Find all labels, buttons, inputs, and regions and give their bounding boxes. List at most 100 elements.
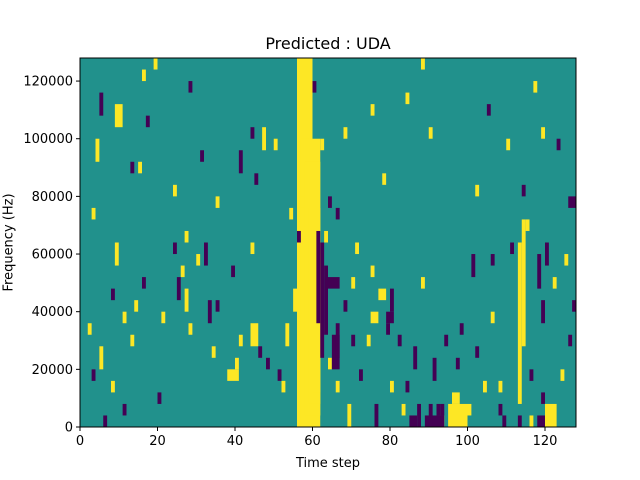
heatmap-cell-low — [510, 242, 514, 255]
heatmap-cell-high — [490, 311, 495, 324]
heatmap-cell-low — [297, 230, 301, 243]
heatmap-cell-high — [378, 288, 387, 301]
plot-area — [79, 57, 577, 428]
heatmap-cell-low — [537, 254, 542, 289]
heatmap-cell-high — [401, 403, 406, 416]
heatmap-cell-low — [266, 357, 270, 370]
heatmap-cell-low — [541, 392, 545, 404]
heatmap-cell-high — [475, 184, 480, 197]
heatmap-cell-high — [405, 92, 410, 105]
heatmap-cell-low — [556, 138, 561, 151]
heatmap-cell-high — [281, 380, 286, 393]
heatmap-cell-high — [161, 311, 166, 324]
heatmap-cell-low — [122, 403, 127, 416]
x-tick-label: 60 — [304, 434, 321, 449]
heatmap-cell-low — [397, 334, 402, 347]
heatmap-cell-high — [211, 346, 216, 358]
y-tick-label: 120000 — [23, 75, 73, 90]
heatmap-cell-high — [122, 311, 127, 324]
heatmap-cell-low — [428, 403, 433, 427]
heatmap-cell-low — [335, 323, 340, 358]
heatmap-cell-low — [215, 300, 220, 312]
heatmap-cell-high — [215, 196, 220, 208]
y-tick-label: 80000 — [32, 190, 73, 205]
heatmap-cell-high — [138, 161, 142, 174]
heatmap-cell-high — [517, 242, 522, 404]
heatmap-cell-high — [87, 323, 92, 335]
heatmap-cell-high — [273, 138, 278, 151]
heatmap-cell-high — [91, 207, 96, 220]
heatmap-cell-low — [320, 242, 325, 358]
heatmap-cell-high — [525, 219, 530, 231]
heatmap-cell-low — [374, 403, 379, 427]
heatmap-cell-high — [196, 254, 201, 266]
heatmap-cell-low — [545, 242, 549, 266]
y-axis-label: Frequency (Hz) — [2, 193, 17, 291]
heatmap-cell-low — [390, 288, 394, 312]
x-tick-label: 80 — [382, 434, 399, 449]
heatmap-cell-low — [316, 230, 321, 324]
heatmap-cell-low — [103, 415, 108, 427]
heatmap-cell-high — [180, 265, 185, 278]
heatmap-cell-high — [173, 184, 177, 197]
heatmap-cell-high — [289, 207, 294, 220]
x-tick-label: 40 — [227, 434, 244, 449]
heatmap-cell-low — [254, 173, 259, 185]
heatmap-cell-high — [111, 380, 115, 393]
heatmap-cell-high — [114, 242, 119, 266]
heatmap-cell-high — [421, 58, 425, 70]
heatmap-cell-high — [541, 127, 545, 139]
heatmap-cell-high — [421, 277, 425, 289]
y-axis-ticks: 0 20000 40000 60000 80000 100000 120000 — [23, 75, 80, 436]
heatmap-cell-low — [529, 369, 534, 381]
heatmap-cell-high — [390, 380, 394, 393]
heatmap-cell-high — [300, 196, 305, 208]
heatmap-cell-high — [552, 277, 557, 289]
heatmap-cell-high — [114, 104, 123, 128]
heatmap-cell-high — [347, 403, 352, 427]
heatmap-cell-high — [184, 230, 189, 243]
heatmap-cell-low — [459, 323, 464, 335]
heatmap-cell-low — [204, 242, 208, 266]
heatmap-cell-low — [409, 415, 418, 427]
heatmap-cell-high — [328, 357, 332, 370]
heatmap-cell-high — [370, 311, 379, 324]
heatmap-cell-high — [335, 380, 340, 393]
heatmap-cell-high — [483, 380, 487, 393]
heatmap-cell-low — [440, 403, 445, 416]
heatmap-cell-low — [176, 277, 181, 301]
heatmap-cell-low — [486, 104, 491, 116]
heatmap-cell-high — [238, 334, 243, 347]
heatmap-cell-low — [312, 81, 317, 93]
heatmap-cell-high — [250, 323, 259, 347]
chart-title: Predicted : UDA — [265, 34, 390, 53]
heatmap-cell-high — [351, 277, 356, 289]
heatmap-cell-high — [235, 357, 239, 370]
heatmap-cell-low — [343, 300, 348, 312]
heatmap-cell-high — [250, 242, 255, 255]
heatmap-cell-low — [130, 161, 135, 174]
heatmap-cell-high — [99, 346, 104, 370]
heatmap-cell-low — [200, 150, 204, 162]
heatmap-cell-low — [328, 277, 340, 289]
y-tick-label: 0 — [65, 421, 73, 436]
heatmap-cell-low — [188, 81, 193, 93]
heatmap-cell-high — [130, 334, 135, 347]
heatmap-cell-high — [343, 127, 348, 139]
heatmap-cell-low — [99, 92, 104, 116]
heatmap-cell-high — [188, 323, 193, 335]
x-axis-ticks: 0 20 40 60 80 100 120 — [76, 427, 557, 449]
heatmap-cell-high — [320, 138, 325, 151]
heatmap-cell-high — [355, 242, 359, 255]
heatmap-cell-high — [370, 104, 375, 116]
y-tick-label: 100000 — [23, 132, 73, 147]
heatmap-cell-high — [452, 392, 460, 404]
heatmap-cell-high — [382, 173, 387, 185]
heatmap-cell-low — [502, 415, 507, 427]
heatmap-cell-low — [541, 300, 545, 324]
heatmap-cell-low — [517, 415, 522, 427]
heatmap-cell-high — [448, 403, 468, 427]
heatmap-cell-low — [324, 265, 328, 335]
heatmap-cells — [87, 58, 576, 427]
heatmap-cell-high — [564, 254, 569, 266]
